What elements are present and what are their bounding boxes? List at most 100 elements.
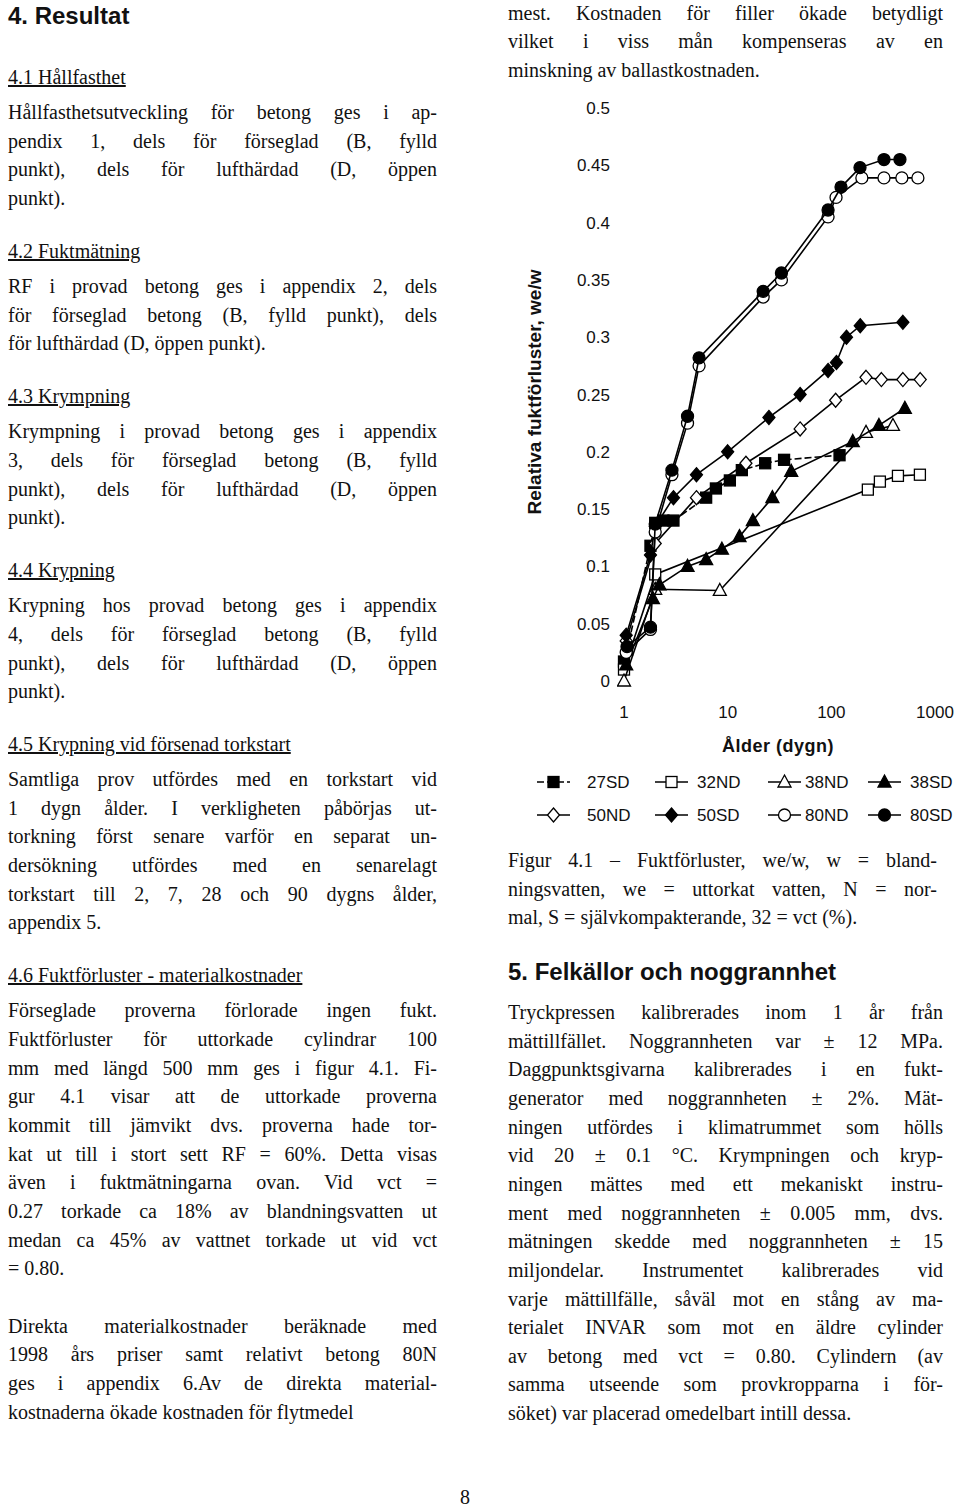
legend-marker	[666, 808, 678, 822]
text-line: för lufthärdad (D, öppen punkt).	[8, 329, 437, 357]
data-point	[854, 162, 866, 174]
y-tick-label: 0.05	[577, 615, 610, 634]
data-point	[822, 211, 834, 223]
data-point	[690, 491, 702, 505]
data-point	[835, 181, 847, 193]
text-line: 1 dygn ålder. I verkligheten påbörjas ut…	[8, 794, 437, 822]
subheading: 4.5 Krypning vid försenad torkstart	[8, 730, 437, 758]
text-line: 3, dels för förseglad betong (B, fylld	[8, 446, 437, 474]
data-point	[794, 422, 806, 436]
data-point	[650, 517, 661, 528]
data-point	[897, 315, 909, 329]
text-line: kommit till jämvikt dvs. proverna hade t…	[8, 1111, 437, 1139]
text-line: punkt).	[8, 677, 437, 705]
data-point	[682, 417, 694, 429]
text-line: kat ut till i stort sett RF = 60%. Detta…	[8, 1140, 437, 1168]
text-line: mm med längd 500 mm ges i figur 4.1. Fi-	[8, 1054, 437, 1082]
text-line: = 0.80.	[8, 1254, 437, 1282]
data-point	[690, 468, 702, 482]
text-line: Krympning i provad betong ges i appendix	[8, 417, 437, 445]
series-line	[627, 160, 900, 647]
text-line: dersökning utfördes med en senarelagt	[8, 851, 437, 879]
data-point	[649, 518, 661, 530]
data-point	[830, 191, 842, 203]
text-line: torkstart till 2, 7, 28 och 90 dygns åld…	[8, 880, 437, 908]
data-point	[693, 352, 705, 364]
y-tick-label: 0.1	[586, 557, 610, 576]
y-tick-label: 0.5	[586, 99, 610, 118]
heading: 5. Felkällor och noggrannhet	[508, 958, 943, 986]
subheading: 4.4 Krypning	[8, 556, 437, 584]
text-line: Krypning hos provad betong ges i appendi…	[8, 591, 437, 619]
legend-label: 50SD	[697, 806, 740, 825]
data-point	[649, 536, 661, 550]
legend-line	[655, 814, 688, 816]
text-line: även i fuktmätningarna ovan. Vid vct =	[8, 1168, 437, 1196]
data-point	[740, 456, 752, 470]
legend-marker	[778, 775, 791, 787]
text-line: Daggpunktsgivarna kalibrerades i en fukt…	[508, 1055, 943, 1083]
data-point	[658, 515, 669, 526]
data-point	[682, 410, 694, 422]
data-point	[775, 267, 787, 279]
text-line: samma utseende som provkropparna i för-	[508, 1370, 943, 1398]
data-point	[644, 623, 656, 635]
text-line: gur 4.1 visar att de uttorkade proverna	[8, 1082, 437, 1110]
data-point	[681, 559, 694, 571]
data-point	[854, 319, 866, 333]
legend-label: 38SD	[910, 773, 953, 792]
legend-marker	[878, 775, 891, 787]
legend-line	[655, 781, 688, 783]
text-line: miljondelar. Instrumentet kalibrerades v…	[508, 1256, 943, 1284]
y-tick-label: 0.15	[577, 500, 610, 519]
page-number: 8	[460, 1483, 490, 1507]
data-point	[763, 410, 775, 424]
text-line: 0.27 torkade ca 18% av blandningsvatten …	[8, 1197, 437, 1225]
data-point	[896, 172, 908, 184]
text-line: kostnaderna ökade kostnaden för flytmede…	[8, 1398, 437, 1426]
data-point	[794, 388, 806, 402]
data-point	[878, 172, 890, 184]
text-line: pendix 1, dels för förseglad (B, fylld	[8, 127, 437, 155]
text-line: mättillfället. Noggrannheten var ± 12 MP…	[508, 1027, 943, 1055]
data-point	[666, 469, 678, 481]
legend-label: 38ND	[805, 773, 848, 792]
y-tick-label: 0.4	[586, 214, 610, 233]
text-line: minskning av ballastkostnaden.	[508, 56, 943, 84]
data-point	[621, 641, 633, 653]
page: 4. Resultat4.1 HållfasthetHållfasthetsut…	[0, 0, 960, 1507]
data-point	[668, 515, 679, 526]
data-point	[649, 526, 661, 538]
data-point	[620, 628, 632, 642]
data-point	[840, 330, 852, 344]
legend-marker	[548, 777, 559, 788]
data-point	[897, 373, 909, 387]
data-point	[667, 491, 679, 505]
data-point	[701, 492, 712, 503]
data-point	[898, 401, 911, 413]
legend-line	[868, 781, 901, 783]
legend-marker	[666, 777, 677, 788]
data-point	[856, 172, 868, 184]
text-line: av betong med vct = 0.80. Cylindern (av	[508, 1342, 943, 1370]
y-tick-label: 0.2	[586, 443, 610, 462]
legend-marker	[548, 808, 560, 822]
data-point	[779, 454, 790, 465]
legend-marker	[779, 809, 791, 821]
data-point	[619, 664, 630, 675]
data-point	[620, 658, 633, 670]
subheading: 4.6 Fuktförluster - materialkostnader	[8, 961, 437, 989]
data-point	[775, 274, 787, 286]
text-line: Direkta materialkostnader beräknade med	[8, 1312, 437, 1340]
data-point	[757, 285, 769, 297]
data-point	[785, 464, 798, 476]
legend-label: 32ND	[697, 773, 740, 792]
data-point	[653, 578, 666, 590]
text-line: Fuktförluster för uttorkade cylindrar 10…	[8, 1025, 437, 1053]
data-point	[894, 154, 906, 166]
data-point	[644, 548, 656, 562]
text-line: för förseglad betong (B, fylld punkt), d…	[8, 301, 437, 329]
legend-label: 80SD	[910, 806, 953, 825]
text-line: ningen mättes med ett mekaniskt instru-	[508, 1170, 943, 1198]
data-point	[822, 204, 834, 216]
